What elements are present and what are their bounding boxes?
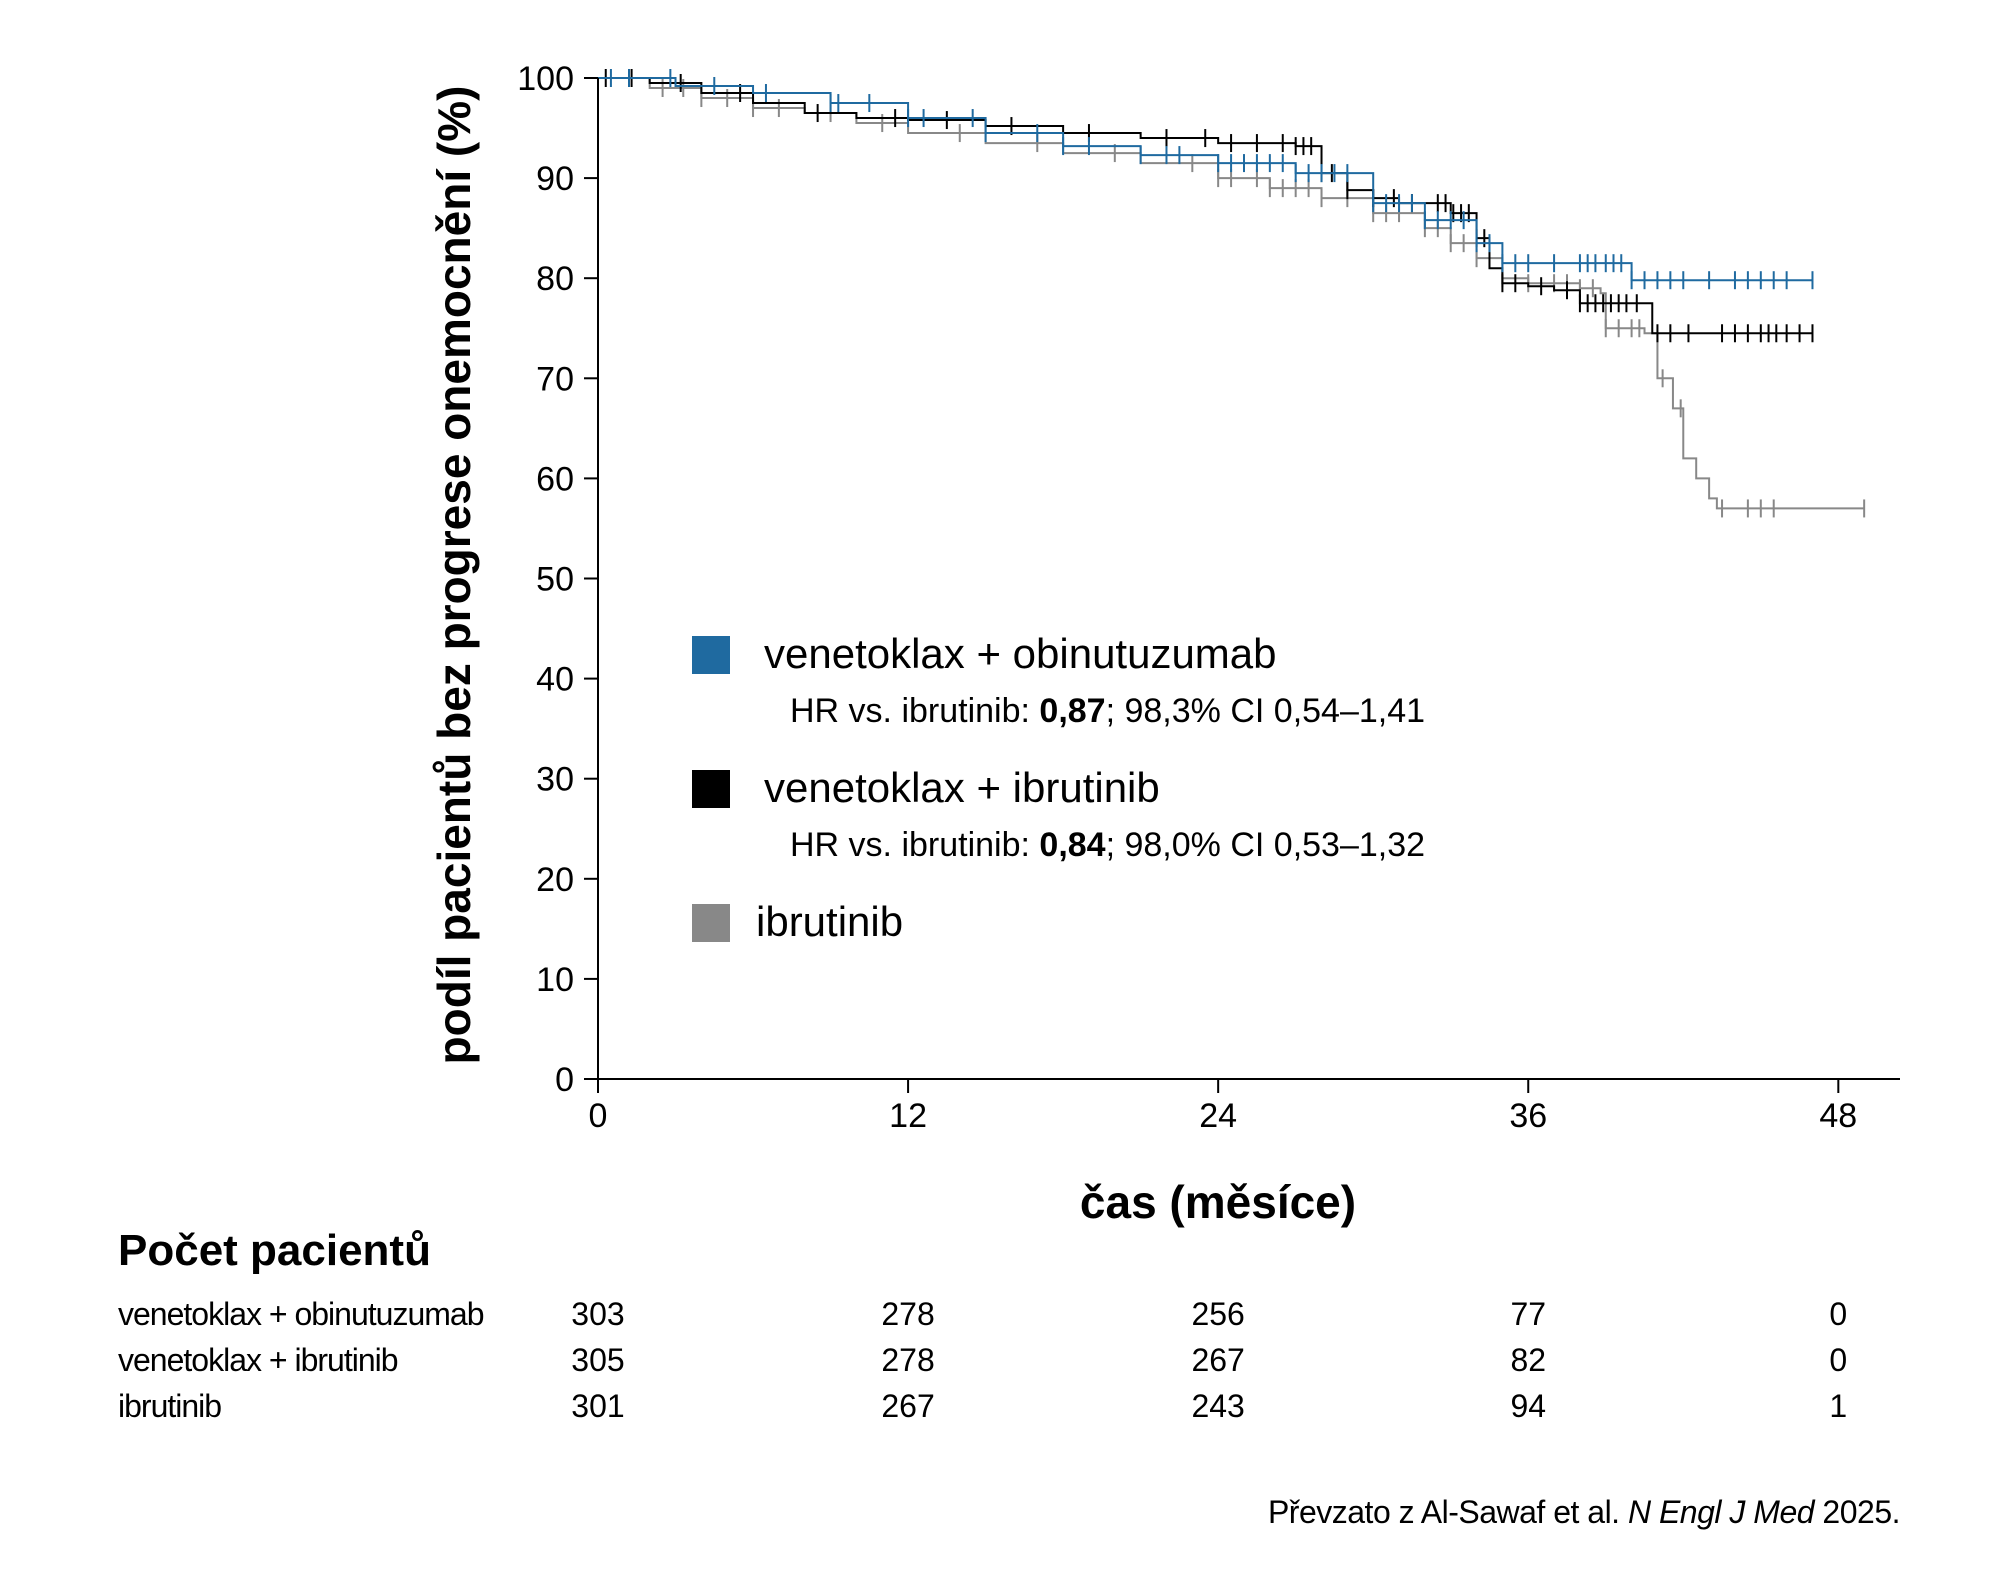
- risk-row-name: ibrutinib: [118, 1388, 222, 1424]
- x-tick-label: 12: [889, 1097, 927, 1135]
- risk-value: 278: [881, 1342, 935, 1378]
- y-tick-label: 70: [536, 360, 574, 398]
- y-ticks: 0 10 20 30 40 50 60 70 80 90 100: [517, 60, 598, 1099]
- legend-hr-venetoklax-obinutuzumab: HR vs. ibrutinib: 0,87; 98,3% CI 0,54–1,…: [790, 692, 1425, 730]
- risk-value: 256: [1191, 1296, 1245, 1332]
- y-tick-label: 10: [536, 961, 574, 999]
- risk-row-name: venetoklax + obinutuzumab: [118, 1296, 484, 1332]
- y-tick-label: 100: [517, 60, 574, 98]
- x-tick-label: 48: [1819, 1097, 1857, 1135]
- legend-label-venetoklax-ibrutinib: venetoklax + ibrutinib: [764, 764, 1160, 811]
- risk-value: 267: [881, 1388, 935, 1424]
- risk-value: 303: [571, 1296, 625, 1332]
- source-prefix: Převzato z Al-Sawaf et al.: [1267, 1494, 1628, 1530]
- risk-value: 0: [1829, 1296, 1848, 1332]
- x-ticks: 0 12 24 36 48: [589, 1079, 1857, 1135]
- risk-value: 305: [571, 1342, 625, 1378]
- y-tick-label: 0: [555, 1061, 574, 1099]
- x-tick-label: 36: [1509, 1097, 1547, 1135]
- y-tick-label: 30: [536, 761, 574, 799]
- legend-swatch-ibrutinib: [692, 904, 730, 942]
- risk-value: 1: [1829, 1388, 1848, 1424]
- y-tick-label: 90: [536, 160, 574, 198]
- risk-row-name: venetoklax + ibrutinib: [118, 1342, 399, 1378]
- risk-table-row: ibrutinib 301 267 243 94 1: [0, 1388, 1996, 1432]
- y-tick-label: 20: [536, 861, 574, 899]
- source-suffix: 2025.: [1814, 1494, 1900, 1530]
- y-tick-label: 60: [536, 460, 574, 498]
- y-tick-label: 80: [536, 260, 574, 298]
- legend-label-ibrutinib: ibrutinib: [756, 898, 903, 945]
- curve-venetoklax-ibrutinib: [598, 77, 1813, 335]
- x-tick-label: 0: [589, 1097, 608, 1135]
- y-axis-title: podíl pacientů bez progrese onemocnění (…: [428, 86, 480, 1065]
- risk-value: 0: [1829, 1342, 1848, 1378]
- risk-table-row: venetoklax + obinutuzumab 303 278 256 77 0: [0, 1296, 1996, 1340]
- legend-swatch-venetoklax-ibrutinib: [692, 770, 730, 808]
- legend: venetoklax + obinutuzumab HR vs. ibrutin…: [692, 630, 1425, 945]
- source-journal: N Engl J Med: [1627, 1494, 1815, 1530]
- risk-value: 278: [881, 1296, 935, 1332]
- risk-value: 267: [1191, 1342, 1245, 1378]
- risk-value: 243: [1191, 1388, 1245, 1424]
- x-tick-label: 24: [1199, 1097, 1237, 1135]
- risk-table-title: Počet pacientů: [118, 1226, 431, 1275]
- risk-table-row: venetoklax + ibrutinib 305 278 267 82 0: [0, 1342, 1996, 1386]
- legend-label-venetoklax-obinutuzumab: venetoklax + obinutuzumab: [764, 630, 1277, 677]
- source-citation: Převzato z Al-Sawaf et al. N Engl J Med …: [1267, 1494, 1901, 1531]
- y-tick-label: 50: [536, 561, 574, 599]
- risk-value: 94: [1510, 1388, 1547, 1424]
- legend-hr-venetoklax-ibrutinib: HR vs. ibrutinib: 0,84; 98,0% CI 0,53–1,…: [790, 826, 1425, 864]
- risk-value: 77: [1510, 1296, 1547, 1332]
- x-axis-title: čas (měsíce): [1080, 1176, 1356, 1228]
- survival-curves: [598, 69, 1866, 518]
- legend-swatch-venetoklax-obinutuzumab: [692, 636, 730, 674]
- y-tick-label: 40: [536, 661, 574, 699]
- risk-value: 301: [571, 1388, 625, 1424]
- risk-value: 82: [1510, 1342, 1547, 1378]
